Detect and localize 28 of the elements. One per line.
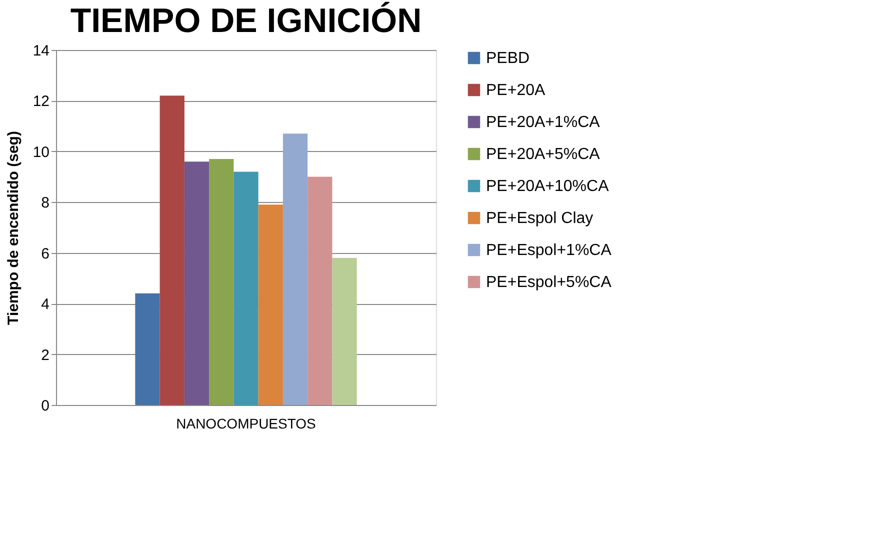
y-tick-label: 14 <box>32 42 50 60</box>
y-tick-label: 2 <box>41 346 50 364</box>
bar <box>332 258 357 405</box>
legend-label: PE+Espol+5%CA <box>486 274 612 291</box>
bar <box>135 293 160 405</box>
y-tick-label: 4 <box>41 296 50 314</box>
bar <box>234 172 258 405</box>
y-tick-label: 0 <box>41 398 50 414</box>
bar <box>308 176 332 405</box>
bar <box>184 162 210 405</box>
legend-label: PEBD <box>486 50 530 67</box>
legend-label: PE+Espol Clay <box>486 210 594 227</box>
y-tick-label: 12 <box>32 93 50 110</box>
legend-label: PE+20A <box>486 82 546 99</box>
legend-label: PE+20A+10%CA <box>486 178 610 195</box>
legend-label: PE+20A+5%CA <box>486 146 600 163</box>
chart-title: TIEMPO DE IGNICIÓN <box>70 1 422 40</box>
legend-label: PE+20A+1%CA <box>486 114 600 131</box>
bar <box>209 159 234 405</box>
y-axis-title: Tiempo de encendido (seg) <box>4 131 22 325</box>
y-tick-label: 6 <box>41 245 50 262</box>
bar <box>160 96 184 405</box>
legend-label: PE+Espol+1%CA <box>486 242 612 259</box>
bar <box>258 204 283 405</box>
x-tick-label: NANOCOMPUESTOS <box>176 416 316 432</box>
y-tick-label: 8 <box>41 194 50 212</box>
bar <box>282 134 308 405</box>
y-tick-label: 10 <box>32 144 50 161</box>
